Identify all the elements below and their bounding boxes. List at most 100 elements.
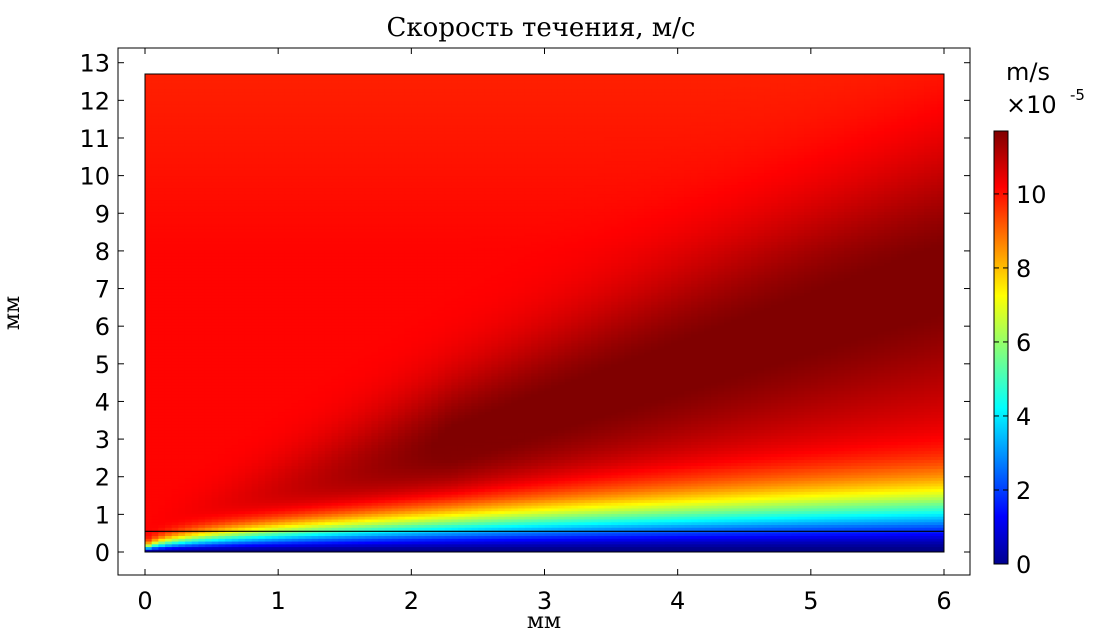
field-cell: [611, 459, 619, 463]
field-cell: [664, 441, 672, 446]
field-cell: [657, 438, 665, 443]
field-cell: [178, 441, 186, 446]
field-cell: [864, 453, 872, 457]
field-cell: [624, 465, 632, 469]
field-cell: [884, 465, 892, 469]
field-cell: [251, 426, 259, 431]
field-cell: [837, 432, 845, 437]
field-cell: [764, 429, 772, 434]
field-cell: [904, 429, 912, 434]
field-cell: [284, 447, 293, 452]
field-cell: [651, 465, 659, 469]
field-cell: [664, 444, 672, 449]
field-cell: [564, 429, 572, 434]
field-cell: [690, 459, 699, 463]
field-cell: [671, 435, 679, 440]
field-cell: [930, 450, 938, 455]
field-cell: [790, 465, 799, 469]
field-cell: [218, 465, 226, 469]
field-cell: [631, 453, 639, 457]
field-cell: [258, 444, 266, 449]
field-cell: [451, 450, 459, 455]
field-cell: [637, 438, 645, 443]
field-cell: [857, 438, 865, 443]
field-cell: [651, 459, 659, 463]
field-cell: [557, 438, 566, 443]
field-cell: [224, 462, 233, 466]
field-cell: [324, 429, 333, 434]
field-cell: [684, 453, 692, 457]
field-cell: [744, 444, 752, 449]
field-cell: [364, 444, 372, 449]
field-cell: [311, 426, 319, 431]
field-cell: [777, 465, 785, 469]
field-cell: [824, 444, 832, 449]
field-cell: [338, 444, 346, 449]
field-cell: [204, 444, 213, 449]
field-cell: [544, 453, 552, 457]
field-cell: [770, 462, 779, 466]
field-cell: [537, 438, 546, 443]
field-cell: [657, 441, 665, 446]
field-cell: [451, 462, 459, 466]
field-cell: [744, 429, 752, 434]
field-cell: [657, 453, 665, 457]
field-cell: [897, 429, 905, 434]
field-cell: [877, 444, 885, 449]
field-cell: [497, 465, 506, 469]
field-cell: [724, 435, 732, 440]
field-cell: [211, 450, 219, 455]
field-cell: [278, 450, 286, 455]
field-cell: [364, 447, 372, 452]
field-cell: [777, 435, 785, 440]
field-cell: [411, 444, 419, 449]
field-cell: [171, 429, 179, 434]
field-cell: [311, 465, 319, 469]
field-cell: [511, 459, 519, 463]
field-cell: [837, 435, 845, 440]
field-cell: [411, 432, 419, 437]
field-cell: [924, 441, 932, 446]
field-cell: [331, 447, 339, 452]
field-cell: [497, 447, 506, 452]
field-cell: [890, 441, 898, 446]
field-cell: [151, 432, 159, 437]
field-cell: [511, 453, 519, 457]
field-cell: [884, 456, 892, 460]
field-cell: [557, 450, 566, 455]
field-cell: [904, 450, 912, 455]
field-cell: [211, 435, 219, 440]
field-cell: [544, 441, 552, 446]
field-cell: [597, 450, 606, 455]
field-cell: [571, 450, 579, 455]
field-cell: [311, 435, 319, 440]
field-cell: [730, 444, 739, 449]
field-cell: [477, 459, 486, 463]
field-cell: [491, 462, 499, 466]
field-cell: [264, 459, 273, 463]
field-cell: [837, 441, 845, 446]
field-cell: [204, 426, 213, 431]
field-cell: [790, 462, 799, 466]
field-cell: [424, 447, 432, 452]
field-cell: [477, 453, 486, 457]
field-cell: [318, 462, 326, 466]
field-cell: [484, 444, 492, 449]
field-cell: [338, 438, 346, 443]
field-cell: [404, 438, 412, 443]
field-cell: [730, 456, 739, 460]
field-cell: [770, 438, 779, 443]
field-cell: [844, 429, 852, 434]
field-cell: [664, 435, 672, 440]
field-cell: [204, 465, 213, 469]
field-cell: [710, 444, 719, 449]
field-cell: [258, 465, 266, 469]
field-cell: [904, 465, 912, 469]
field-cell: [244, 462, 253, 466]
field-cell: [857, 447, 865, 452]
field-cell: [524, 444, 532, 449]
field-cell: [258, 438, 266, 443]
field-cell: [830, 444, 839, 449]
field-cell: [198, 444, 206, 449]
field-cell: [278, 465, 286, 469]
